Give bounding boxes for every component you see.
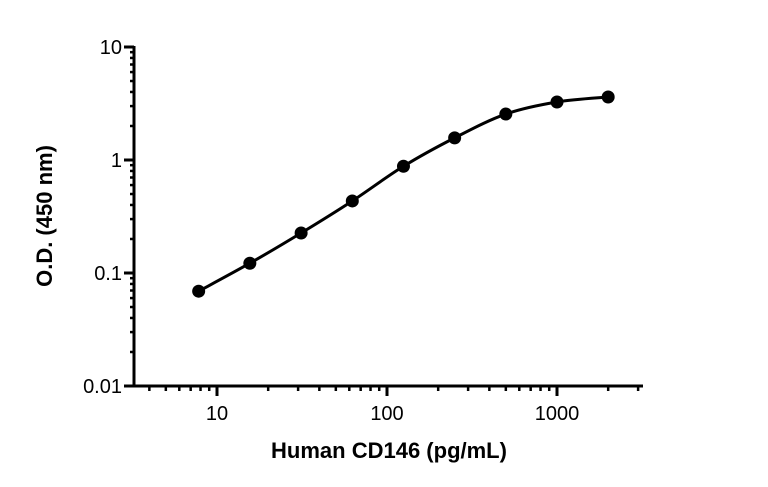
- x-tick-label: 100: [370, 403, 403, 425]
- data-point: [294, 226, 308, 240]
- data-point: [396, 159, 410, 173]
- x-axis: 10 100 1000: [124, 384, 643, 425]
- data-point: [192, 284, 206, 298]
- data-point: [345, 194, 359, 208]
- data-point: [601, 90, 615, 104]
- x-axis-title: Human CD146 (pg/mL): [271, 438, 507, 463]
- y-tick-label: 1: [111, 150, 122, 172]
- y-tick-label: 10: [100, 37, 122, 59]
- x-tick-label: 10: [206, 403, 228, 425]
- data-point: [243, 256, 257, 270]
- data-points: [192, 90, 615, 298]
- data-point: [550, 95, 564, 109]
- y-tick-label: 0.1: [94, 263, 122, 285]
- data-point: [448, 131, 462, 145]
- data-point: [499, 107, 513, 121]
- y-axis: 0.01 0.1 1 10: [83, 37, 136, 398]
- fit-curve: [197, 95, 609, 293]
- y-tick-label: 0.01: [83, 376, 122, 398]
- y-axis-title: O.D. (450 nm): [32, 145, 57, 287]
- x-tick-label: 1000: [535, 403, 580, 425]
